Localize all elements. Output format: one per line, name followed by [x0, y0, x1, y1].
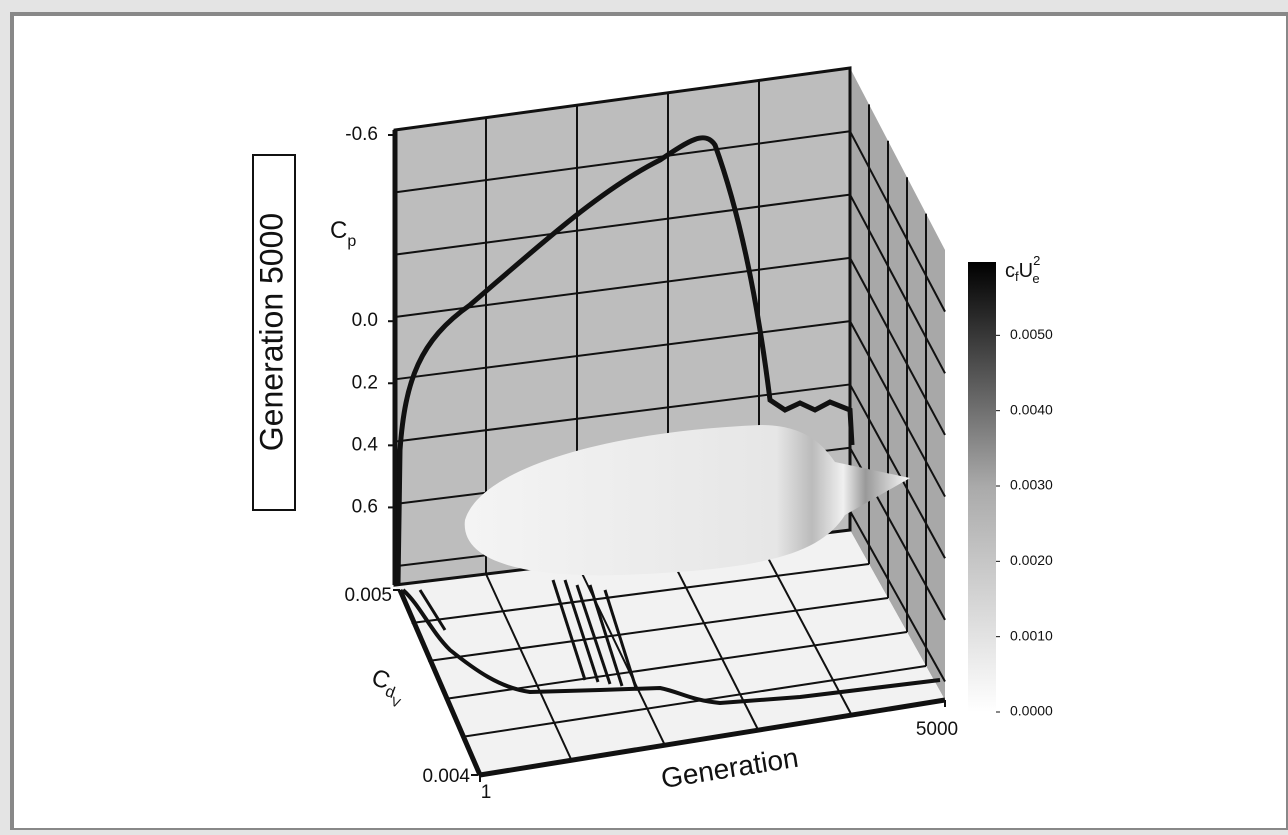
y-tick-label: -0.6	[345, 124, 378, 145]
colorbar-tick-label: 0.0000	[1010, 703, 1053, 719]
label-part: 2	[1033, 253, 1040, 268]
colorbar-tick-label: 0.0040	[1010, 401, 1053, 417]
colorbar-tick-label: 0.0020	[1010, 552, 1053, 568]
label-part: C	[330, 217, 347, 244]
z-tick-label: 0.005	[344, 585, 392, 606]
page: {"chart_data":{"type":"3d","title":"Gene…	[0, 0, 1288, 830]
y-tick-label: 0.6	[352, 496, 378, 517]
colorbar	[968, 262, 996, 712]
label-part: c	[1005, 260, 1015, 282]
colorbar-tick-label: 0.0030	[1010, 477, 1053, 493]
y-tick-label: 0.2	[352, 372, 378, 393]
y-tick-label: 0.4	[352, 434, 379, 455]
chart-title: Generation 5000	[253, 213, 289, 451]
colorbar-tick-label: 0.0050	[1010, 326, 1053, 342]
label-part: U	[1019, 260, 1033, 282]
x-tick-label: 5000	[916, 719, 958, 740]
chart: Generation 5000 Cp CdV Generation cfU2e …	[0, 0, 1288, 830]
colorbar-tick-label: 0.0010	[1010, 627, 1053, 643]
y-tick-label: 0.0	[352, 310, 378, 331]
label-part: p	[347, 233, 356, 250]
z-tick-label: 0.004	[422, 766, 470, 787]
label-part: e	[1032, 271, 1039, 286]
x-tick-label: 1	[481, 782, 492, 803]
